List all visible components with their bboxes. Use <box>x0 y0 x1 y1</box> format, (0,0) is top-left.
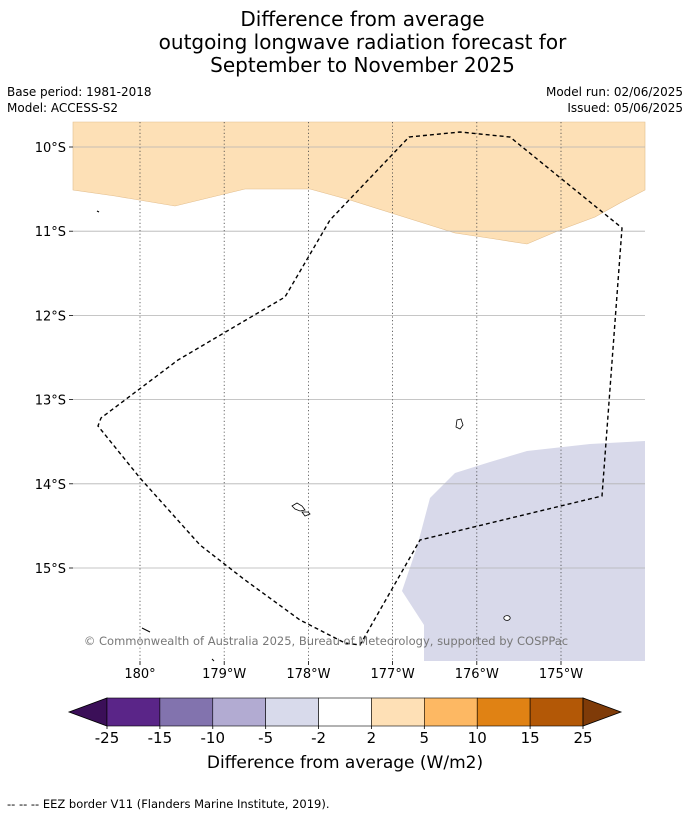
colorbar-bin <box>424 697 478 727</box>
longitude-labels: 180° 179°W 178°W 177°W 176°W 175°W <box>124 667 583 682</box>
colorbar-bin <box>476 697 531 727</box>
colorbar-bin <box>106 697 161 727</box>
latitude-label: 15°S <box>35 562 66 577</box>
colorbar <box>67 697 623 727</box>
latitude-label: 14°S <box>35 478 66 493</box>
map-title: Difference from average outgoing longwav… <box>0 8 690 77</box>
island-shape <box>141 627 151 633</box>
colorbar-bin <box>265 697 319 727</box>
island-shape <box>503 615 511 621</box>
model-name: Model: ACCESS-S2 <box>7 101 119 115</box>
colorbar-under-arrow <box>67 697 108 727</box>
island-shape <box>96 210 100 213</box>
colorbar-bin <box>529 697 584 727</box>
eez-legend-note: -- -- -- EEZ border V11 (Flanders Marine… <box>7 797 330 811</box>
colorbar-tick-label: -5 <box>258 729 273 747</box>
island-shape <box>301 511 311 517</box>
colorbar-tick-label: -10 <box>201 729 226 747</box>
latitude-label: 12°S <box>35 309 66 324</box>
longitude-label: 180° <box>124 667 155 682</box>
map-content <box>72 121 646 662</box>
title-line-2: outgoing longwave radiation forecast for <box>158 30 567 54</box>
anomaly-region-negative <box>402 441 645 661</box>
longitude-ticks <box>139 661 562 665</box>
model-run: Model run: 02/06/2025 <box>545 85 683 99</box>
colorbar-tick-label: -2 <box>311 729 326 747</box>
issued-date: Issued: 05/06/2025 <box>567 101 683 115</box>
island-shape <box>291 502 306 512</box>
colorbar-tick-label: -15 <box>148 729 173 747</box>
colorbar-bin <box>318 697 372 727</box>
colorbar-tick-label: 5 <box>420 729 430 747</box>
colorbar-bin <box>159 697 214 727</box>
latitude-gridlines <box>73 146 645 569</box>
colorbar-over-arrow <box>582 697 623 727</box>
longitude-label: 177°W <box>371 667 415 682</box>
colorbar-bin <box>212 697 266 727</box>
colorbar-bin <box>371 697 425 727</box>
base-period: Base period: 1981-2018 <box>7 85 152 99</box>
colorbar-tick-label: -25 <box>95 729 120 747</box>
longitude-label: 175°W <box>539 667 583 682</box>
island-shape <box>455 418 464 430</box>
latitude-label: 11°S <box>35 225 66 240</box>
eez-border <box>97 131 623 646</box>
latitude-label: 10°S <box>35 141 66 156</box>
title-line-3: September to November 2025 <box>210 53 515 77</box>
longitude-label: 176°W <box>455 667 499 682</box>
colorbar-tick-labels: -25 -15 -10 -5 -2 2 5 10 15 25 <box>95 726 593 747</box>
colorbar-tick-label: 15 <box>521 729 540 747</box>
latitude-labels: 10°S 11°S 12°S 13°S 14°S 15°S <box>35 141 66 577</box>
latitude-label: 13°S <box>35 394 66 409</box>
colorbar-tick-label: 25 <box>573 729 592 747</box>
colorbar-tick-label: 2 <box>367 729 377 747</box>
latitude-ticks <box>69 146 73 569</box>
longitude-label: 179°W <box>202 667 246 682</box>
longitude-label: 178°W <box>286 667 330 682</box>
anomaly-region-positive <box>72 121 646 245</box>
colorbar-tick-label: 10 <box>468 729 487 747</box>
copyright-notice: © Commonwealth of Australia 2025, Bureau… <box>84 634 568 648</box>
colorbar-title: Difference from average (W/m2) <box>206 753 484 773</box>
meta-left: Base period: 1981-2018 Model: ACCESS-S2 <box>7 84 152 116</box>
meta-right: Model run: 02/06/2025 Issued: 05/06/2025 <box>546 84 683 116</box>
island-shape <box>211 658 215 662</box>
title-line-1: Difference from average <box>240 7 485 31</box>
